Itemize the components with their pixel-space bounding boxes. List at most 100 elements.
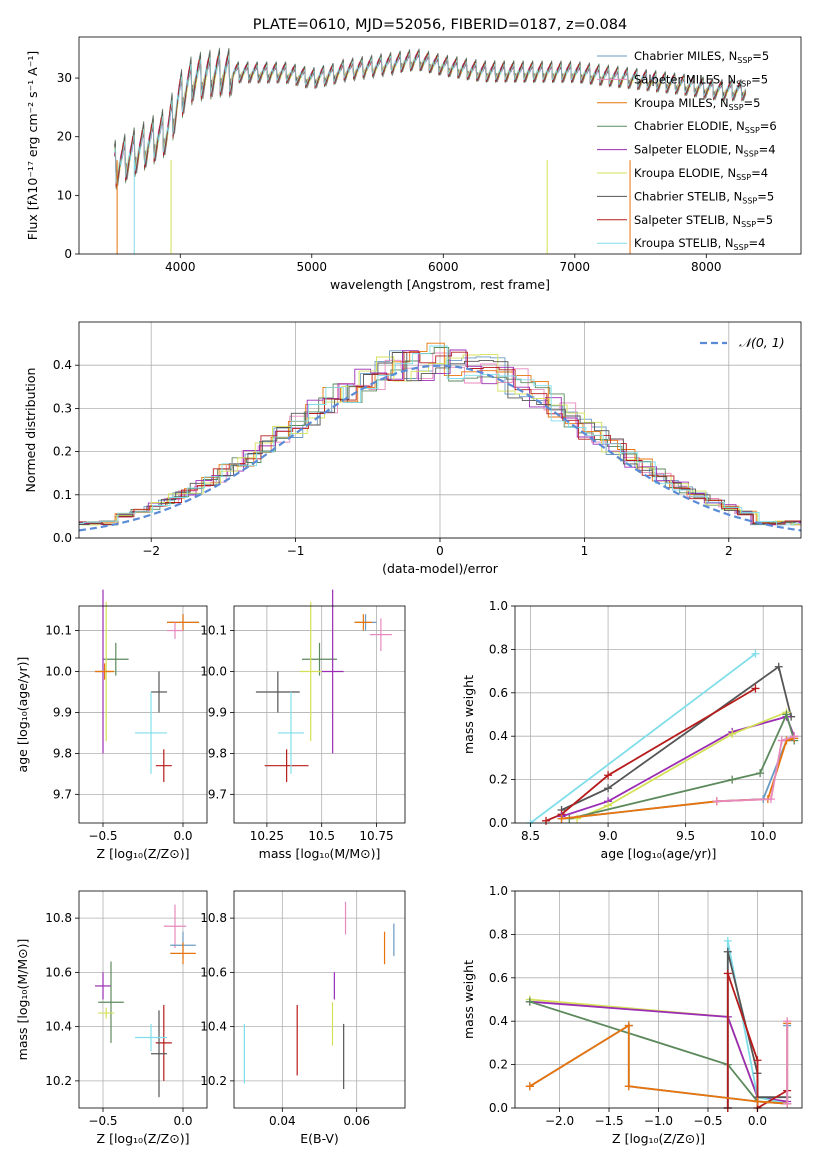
series-marker [723,936,732,945]
x-axis-label: mass [log₁₀(M/M⊙)] [259,846,381,861]
y-tick-label: 0.4 [489,729,508,743]
series-marker [723,947,732,956]
x-tick-label: 0.04 [269,1114,296,1128]
y-tick-label: 0.1 [53,488,72,502]
legend-suffix: =5 [757,189,774,203]
legend-suffix: =5 [752,49,769,63]
y-tick-label: 9.9 [208,705,227,719]
legend-entry: Kroupa ELODIE, NSSP=4 [634,166,768,182]
spectrum-legend: Chabrier MILES, NSSP=5 Salpeter MILES, NS… [597,49,777,252]
y-tick-label: 30 [57,71,72,85]
errorbar-point [167,622,183,639]
y-tick-label: 10.0 [45,665,72,679]
errorbar-point [95,972,111,1000]
errorbar-point [135,1023,167,1052]
errorbar-point [155,749,172,783]
series-marker [753,1097,762,1106]
series-marker [624,1082,633,1091]
x-tick-label: 8.5 [521,829,540,843]
x-tick-label: 6000 [428,260,459,274]
errorbars-age-vs-z [95,589,199,783]
legend-subscript: SSP [736,173,751,182]
series-marker [790,732,799,741]
y-tick-label: 10.1 [45,624,72,638]
errorbar-point [98,961,124,1043]
series-line [561,737,795,820]
y-axis-label: mass weight [461,960,476,1039]
y-tick-label: 0.3 [53,401,72,415]
mass-weight-series [712,732,799,806]
legend-entry: Kroupa STELIB, NSSP=4 [634,236,765,252]
y-tick-label: 10.8 [200,911,227,925]
x-tick-label: −0.5 [693,1114,722,1128]
x-tick-label: 0.0 [748,1114,767,1128]
mass-weight-series [557,662,796,814]
series-marker [728,730,737,739]
axes-mass-vs-z [79,891,207,1108]
series-line [545,687,756,822]
x-tick-label: 10.0 [750,829,777,843]
x-axis-label: Z [log₁₀(Z/Z⊙)] [97,1131,190,1146]
legend-entry: Chabrier STELIB, NSSP=5 [634,189,774,205]
series-marker [557,814,566,823]
x-tick-label: −0.5 [88,1114,117,1128]
frame-cumulative-age: 8.5 9.0 9.5 10.0 0.0 0.2 0.4 0.6 0.8 1.0 age [log₁… [461,599,803,861]
legend-suffix: =5 [751,72,768,86]
x-tick-label: 1 [581,544,589,558]
legend-subscript: SSP [737,56,752,65]
x-tick-label: 8000 [691,260,722,274]
plot-frame [233,890,406,1109]
errorbar-point [277,691,305,774]
legend-subscript: SSP [742,196,757,205]
series-marker [783,1099,792,1108]
y-axis-label: Flux [fλ10⁻¹⁷ erg cm⁻² s⁻¹ A⁻¹] [25,51,40,240]
series-line [561,665,792,811]
plot-frame [514,605,803,824]
series-line [716,735,795,803]
legend-subscript: SSP [744,150,759,159]
series-marker [782,710,791,719]
x-axis-label: E(B-V) [300,1131,339,1146]
x-tick-label: −1 [287,544,305,558]
legend-entry: Chabrier MILES, NSSP=5 [634,49,769,65]
y-tick-label: 0.0 [53,531,72,545]
x-tick-label: 2 [725,544,733,558]
errorbar-point [170,942,196,965]
x-tick-label: 9.0 [599,829,618,843]
y-tick-label: 9.8 [208,746,227,760]
y-tick-label: 0 [64,247,72,261]
spectrum-series [114,52,747,184]
y-tick-label: 0.2 [53,445,72,459]
series-marker [783,1017,792,1026]
x-tick-label: 10.25 [250,829,284,843]
series-marker [751,684,760,693]
y-tick-label: 10.2 [200,1074,227,1088]
errorbar-point [103,642,129,676]
series-marker [756,769,765,778]
y-tick-label: 20 [57,130,72,144]
series-marker [777,736,786,745]
y-tick-label: 0.2 [489,1058,508,1072]
series-marker [766,795,775,804]
y-tick-label: 0.6 [489,971,508,985]
lines-cumulative-z [525,936,792,1112]
plot-frame [78,36,802,255]
x-tick-label: 0.0 [173,1114,192,1128]
legend-entry: Salpeter MILES, NSSP=5 [634,72,768,88]
axes-cumulative-z [515,890,802,1109]
y-tick-label: 1.0 [489,599,508,613]
y-tick-label: 10.4 [200,1020,227,1034]
x-tick-label: −1.0 [644,1114,673,1128]
legend-subscript: SSP [741,220,756,229]
legend-suffix: =5 [756,213,773,227]
mass-weight-series [542,684,760,825]
x-axis-label: (data-model)/error [382,561,499,576]
series-marker [624,1021,633,1030]
x-tick-label: −2 [142,544,160,558]
series-line [561,715,796,818]
y-axis-label: mass [log₁₀(M/M⊙)] [15,939,30,1061]
series-marker [723,969,732,978]
axes-mass-vs-ebv [234,891,405,1108]
series-marker [604,801,613,810]
x-axis-label: Z [log₁₀(Z/Z⊙)] [97,846,190,861]
